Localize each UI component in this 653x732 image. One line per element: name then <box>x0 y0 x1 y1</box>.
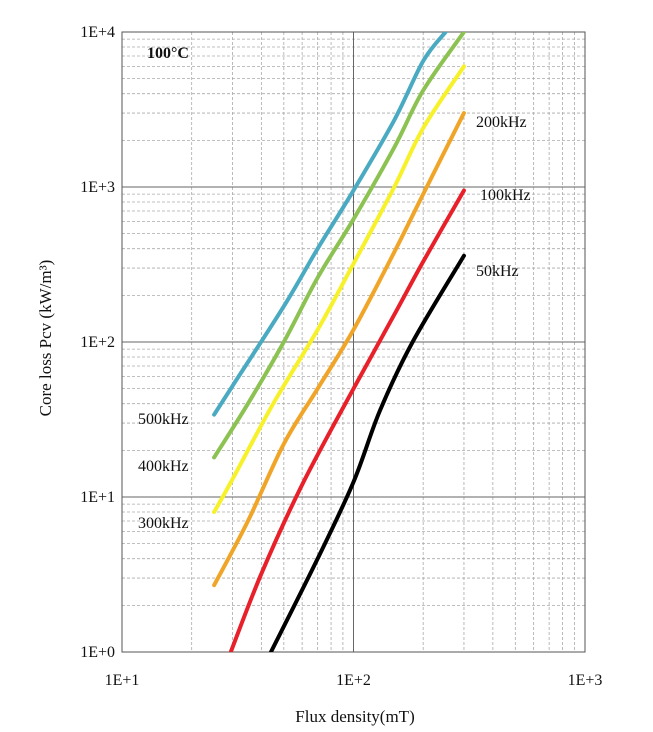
series-label-100kHz: 100kHz <box>480 187 531 204</box>
x-tick-label: 1E+1 <box>105 672 140 689</box>
x-axis-label: Flux density(mT) <box>295 707 414 726</box>
series-label-50kHz: 50kHz <box>476 263 519 280</box>
series-layer <box>212 32 466 652</box>
series-label-300kHz: 300kHz <box>138 515 189 532</box>
y-tick-label: 1E+3 <box>80 179 115 196</box>
y-axis-label: Core loss Pcv (kW/m³) <box>36 260 55 417</box>
y-tick-label: 1E+0 <box>80 644 115 661</box>
plot-frame <box>121 31 586 653</box>
temperature-annotation: 100°C <box>147 45 189 62</box>
series-label-200kHz: 200kHz <box>476 114 527 131</box>
series-line-300kHz <box>212 64 466 515</box>
series-line-400kHz <box>212 32 466 460</box>
x-tick-label: 1E+3 <box>568 672 603 689</box>
tick-labels: 1E+1 1E+2 1E+3 1E+0 1E+1 1E+2 1E+3 1E+4 <box>80 24 602 689</box>
series-label-400kHz: 400kHz <box>138 458 189 475</box>
series-line-500kHz <box>212 32 448 417</box>
series-label-500kHz: 500kHz <box>138 411 189 428</box>
x-tick-label: 1E+2 <box>336 672 371 689</box>
series-line-200kHz <box>212 111 466 588</box>
series-line-50kHz <box>268 253 466 652</box>
series-line-100kHz <box>228 188 466 652</box>
y-tick-label: 1E+1 <box>80 489 115 506</box>
y-tick-label: 1E+4 <box>80 24 115 41</box>
y-tick-label: 1E+2 <box>80 334 115 351</box>
